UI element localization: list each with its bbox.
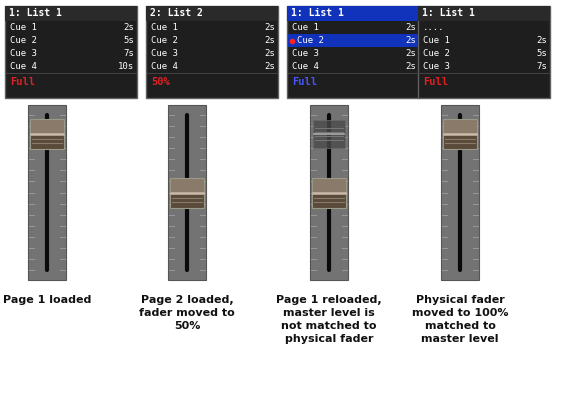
Bar [146,6,278,98]
Text: 2: List 2: 2: List 2 [150,9,203,19]
Bar [5,6,137,21]
Text: Cue 4: Cue 4 [292,62,319,71]
Bar [5,6,137,98]
Text: Cue 1: Cue 1 [10,23,37,32]
Bar [30,118,64,149]
Text: ....: .... [423,23,445,32]
Bar [168,105,206,280]
Bar [418,6,550,98]
Text: 2s: 2s [264,49,275,58]
Text: 2s: 2s [123,23,134,32]
Text: Cue 3: Cue 3 [423,62,450,71]
Text: not matched to: not matched to [281,321,377,331]
Text: Cue 1: Cue 1 [423,36,450,45]
Bar [288,34,418,47]
Bar [30,134,64,149]
Bar [287,6,419,98]
Text: 2s: 2s [405,23,416,32]
Text: Cue 3: Cue 3 [292,49,319,58]
Text: 1: List 1: 1: List 1 [9,9,62,19]
Bar [312,177,346,192]
Text: 1: List 1: 1: List 1 [291,9,344,19]
Text: Cue 3: Cue 3 [10,49,37,58]
Text: 2s: 2s [405,62,416,71]
Text: 5s: 5s [536,49,547,58]
Text: 7s: 7s [123,49,134,58]
Text: 2s: 2s [405,49,416,58]
Bar [146,6,278,21]
Text: physical fader: physical fader [285,334,373,344]
Text: Physical fader: Physical fader [416,295,504,305]
Text: Cue 4: Cue 4 [10,62,37,71]
Text: 2s: 2s [264,23,275,32]
Bar [28,105,66,280]
Text: Cue 2: Cue 2 [10,36,37,45]
Text: Full: Full [10,77,35,87]
Text: fader moved to: fader moved to [139,308,235,318]
Text: Full: Full [423,77,448,87]
Text: 5s: 5s [123,36,134,45]
Text: matched to: matched to [424,321,496,331]
Bar [170,177,204,192]
Text: 2s: 2s [264,62,275,71]
Text: 50%: 50% [151,77,170,87]
Text: 2s: 2s [405,36,416,45]
Text: Full: Full [292,77,317,87]
Text: Cue 2: Cue 2 [423,49,450,58]
Text: 2s: 2s [264,36,275,45]
Text: Cue 1: Cue 1 [151,23,178,32]
Text: 10s: 10s [118,62,134,71]
Bar [170,192,204,207]
Bar [443,134,477,149]
Text: 2s: 2s [536,36,547,45]
Bar [443,118,477,149]
Text: 7s: 7s [536,62,547,71]
Text: 50%: 50% [174,321,200,331]
Text: Page 2 loaded,: Page 2 loaded, [140,295,233,305]
Bar [443,118,477,134]
Text: master level is: master level is [283,308,375,318]
Bar [170,177,204,207]
Bar [310,105,348,280]
Bar [441,105,479,280]
Text: Cue 2: Cue 2 [151,36,178,45]
Bar [312,192,346,207]
Bar [312,177,346,207]
Text: 1: List 1: 1: List 1 [422,9,475,19]
Bar [418,6,550,21]
Text: Cue 4: Cue 4 [151,62,178,71]
Text: Cue 3: Cue 3 [151,49,178,58]
Text: Page 1 loaded: Page 1 loaded [3,295,91,305]
Text: Cue 1: Cue 1 [292,23,319,32]
Bar [30,118,64,134]
Text: moved to 100%: moved to 100% [412,308,508,318]
Text: Page 1 reloaded,: Page 1 reloaded, [276,295,382,305]
Text: Cue 2: Cue 2 [297,36,324,45]
Text: master level: master level [422,334,498,344]
Bar [313,120,345,148]
Bar [287,6,419,21]
